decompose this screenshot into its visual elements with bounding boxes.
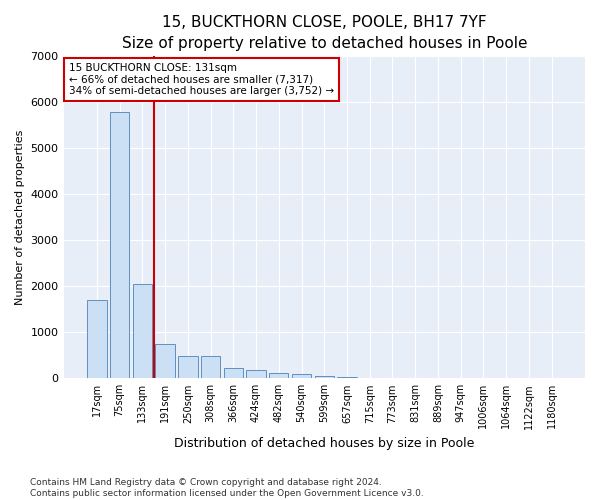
Bar (314, 376, 334, 378)
X-axis label: Distribution of detached houses by size in Poole: Distribution of detached houses by size … (174, 437, 475, 450)
Text: 15 BUCKTHORN CLOSE: 131sqm
← 66% of detached houses are smaller (7,317)
34% of s: 15 BUCKTHORN CLOSE: 131sqm ← 66% of deta… (69, 63, 334, 96)
Bar (224, 368, 243, 378)
Bar (110, 112, 130, 378)
Title: 15, BUCKTHORN CLOSE, POOLE, BH17 7YF
Size of property relative to detached house: 15, BUCKTHORN CLOSE, POOLE, BH17 7YF Siz… (122, 15, 527, 51)
Bar (178, 356, 197, 378)
Bar (247, 370, 266, 378)
Bar (292, 374, 311, 378)
Bar (269, 373, 289, 378)
Bar (337, 377, 356, 378)
Y-axis label: Number of detached properties: Number of detached properties (15, 130, 25, 305)
Bar (201, 356, 220, 378)
Text: Contains HM Land Registry data © Crown copyright and database right 2024.
Contai: Contains HM Land Registry data © Crown c… (30, 478, 424, 498)
Bar (133, 284, 152, 378)
Bar (155, 344, 175, 378)
Bar (87, 300, 107, 378)
